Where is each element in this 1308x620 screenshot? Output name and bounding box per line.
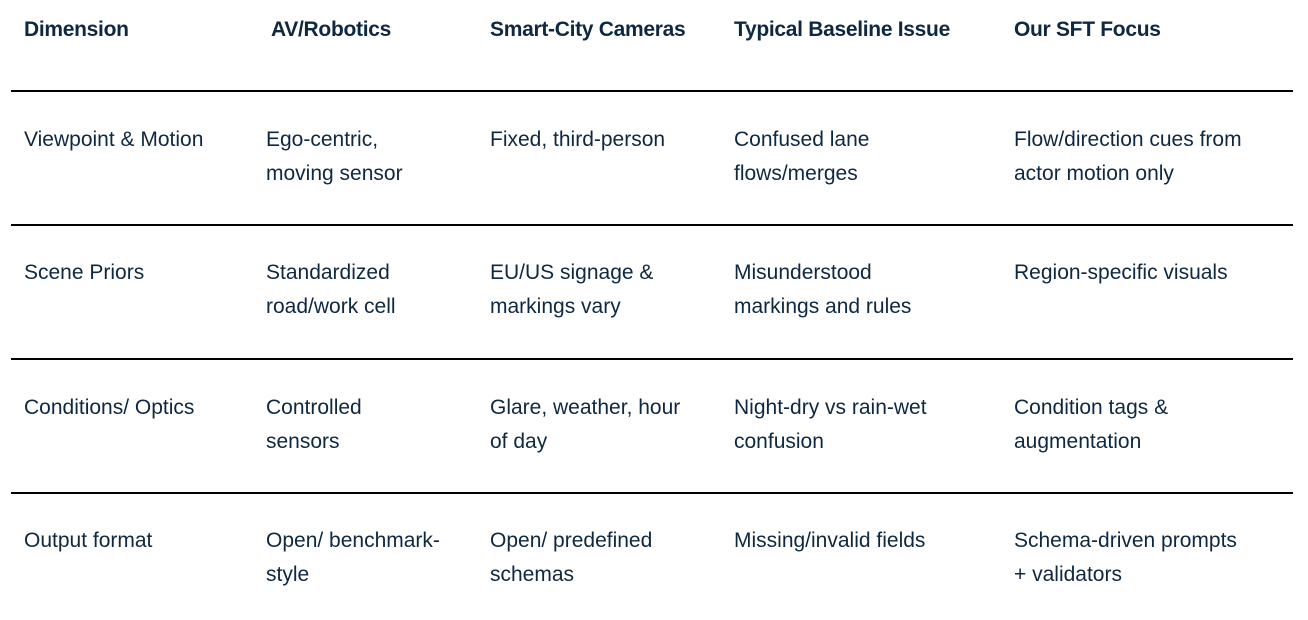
row-divider [11, 90, 1293, 92]
cell-av-robotics: Ego-centric, moving sensor [266, 128, 403, 185]
cell-av-robotics: Controlled sensors [266, 396, 362, 453]
row-divider [11, 358, 1293, 360]
cell-sft-focus: Region-specific visuals [1014, 261, 1228, 284]
header-sft-focus: Our SFT Focus [1014, 18, 1161, 41]
cell-av-robotics: Open/ benchmark- style [266, 529, 440, 586]
header-av-robotics: AV/Robotics [271, 18, 391, 41]
header-dimension: Dimension [24, 18, 129, 41]
cell-smart-city: Open/ predefined schemas [490, 529, 653, 586]
cell-smart-city: Fixed, third-person [490, 128, 666, 151]
cell-baseline-issue: Confused lane flows/merges [734, 128, 870, 185]
cell-baseline-issue: Misunderstood markings and rules [734, 261, 912, 318]
cell-dimension: Conditions/ Optics [24, 396, 195, 419]
cell-sft-focus: Flow/direction cues from actor motion on… [1014, 128, 1242, 185]
cell-dimension: Viewpoint & Motion [24, 128, 204, 151]
row-divider [11, 224, 1293, 226]
cell-av-robotics: Standardized road/work cell [266, 261, 396, 318]
cell-smart-city: EU/US signage & markings vary [490, 261, 654, 318]
cell-sft-focus: Condition tags & augmentation [1014, 396, 1169, 453]
cell-baseline-issue: Missing/invalid fields [734, 529, 926, 552]
cell-smart-city: Glare, weather, hour of day [490, 396, 681, 453]
cell-sft-focus: Schema-driven prompts + validators [1014, 529, 1237, 586]
header-smart-city: Smart-City Cameras [490, 18, 686, 41]
cell-dimension: Scene Priors [24, 261, 145, 284]
cell-baseline-issue: Night-dry vs rain-wet confusion [734, 396, 927, 453]
row-divider [11, 492, 1293, 494]
cell-dimension: Output format [24, 529, 153, 552]
header-baseline-issue: Typical Baseline Issue [734, 18, 950, 41]
